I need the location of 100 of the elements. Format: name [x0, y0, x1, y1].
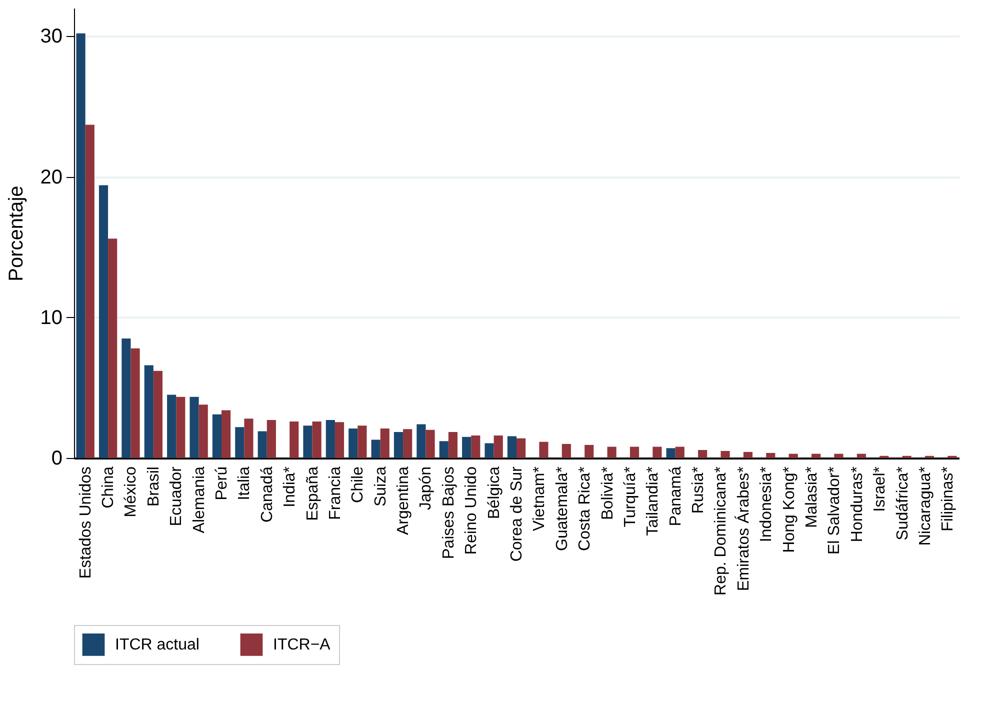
legend-label: ITCR actual [115, 636, 200, 654]
bar [539, 442, 548, 458]
bar [303, 426, 312, 458]
bar [348, 428, 358, 458]
bar [484, 443, 494, 458]
bar [507, 436, 516, 458]
bar [462, 436, 472, 458]
x-tick-label: Indonesia* [758, 466, 776, 542]
bar [167, 394, 176, 458]
bar [426, 430, 435, 458]
x-tick-label: Guatemala* [554, 466, 571, 551]
bar [198, 404, 208, 458]
x-tick-label: Bolivia* [599, 466, 616, 520]
bar [130, 348, 140, 458]
bar [834, 454, 844, 458]
bar [698, 450, 708, 458]
bar [98, 185, 108, 458]
legend-label: ITCR−A [273, 636, 331, 654]
x-tick-label: Francia [326, 466, 344, 520]
x-tick-label: España [304, 466, 322, 521]
bar [766, 452, 776, 458]
x-tick-label: Argentina [395, 466, 412, 535]
bar [743, 452, 752, 458]
bar [448, 432, 458, 458]
y-tick-label: 10 [40, 306, 62, 329]
bar [85, 124, 94, 458]
bar [630, 446, 640, 458]
x-tick-label: Ecuador [168, 466, 186, 526]
x-tick-label: Estados Unidos [77, 466, 94, 579]
x-tick-label: Corea de Sur [508, 466, 526, 562]
bar [122, 338, 131, 458]
y-axis-title: Porcentaje [5, 186, 28, 282]
x-tick-label: Paises Bajos [440, 466, 458, 559]
bar [856, 454, 866, 458]
bar [720, 450, 730, 458]
bar [439, 441, 448, 458]
x-tick-label: India* [282, 466, 299, 508]
x-tick-label: Nicaragua* [916, 466, 934, 546]
bar [312, 421, 322, 458]
x-tick-label: México [122, 466, 140, 518]
x-tick-label: Chile [350, 466, 367, 503]
bar [403, 429, 412, 458]
x-tick-label: Bélgica [486, 466, 503, 519]
bar [380, 428, 390, 458]
x-tick-label: Brasil [145, 466, 162, 507]
x-tick-label: Canadá [258, 466, 276, 523]
y-tick-label: 20 [40, 166, 62, 188]
x-tick-label: Reino Unido [463, 466, 480, 555]
bar [562, 444, 571, 458]
x-tick-label: Hong Kong* [780, 466, 798, 553]
bar [290, 421, 299, 458]
bar [212, 414, 222, 458]
x-tick-label: Rusia* [690, 466, 708, 514]
bar [76, 33, 86, 458]
bar [416, 424, 426, 458]
bar [516, 438, 526, 458]
x-tick-label: Israel* [872, 466, 889, 512]
bar [222, 410, 231, 458]
bar [326, 420, 335, 458]
bar [334, 422, 344, 458]
bar [788, 454, 798, 458]
x-tick-label: El Salvador* [826, 466, 844, 555]
x-tick-label: Sudáfrica* [894, 466, 912, 540]
x-tick-label: Alemania [190, 466, 208, 534]
x-tick-label: Panamá [667, 466, 684, 526]
x-tick-label: Costa Rica* [576, 466, 594, 551]
bar [358, 426, 367, 458]
x-tick-label: Japón [418, 466, 435, 510]
x-tick-label: Suiza [372, 466, 390, 507]
bar [235, 427, 244, 458]
x-tick-label: Perú [214, 466, 230, 500]
bar [190, 396, 199, 458]
x-tick-label: Rep. Dominicana* [712, 466, 730, 596]
bar [153, 370, 162, 458]
bar [666, 448, 676, 458]
bar [494, 436, 503, 458]
x-tick-label: Filipinas* [940, 466, 957, 532]
bar [108, 238, 118, 458]
x-tick-label: Tailandia* [644, 466, 662, 536]
bar [471, 436, 480, 458]
x-tick-label: China [100, 466, 118, 508]
bar [394, 432, 404, 458]
bar [675, 446, 684, 458]
bar [266, 420, 276, 458]
y-tick-label: 0 [51, 448, 62, 470]
bar [584, 444, 594, 458]
x-tick-label: Honduras* [848, 466, 866, 542]
x-tick-label: Turquía* [622, 466, 639, 528]
bar [371, 440, 380, 458]
bar [258, 431, 267, 458]
x-tick-label: Malasia* [804, 466, 820, 528]
bar [176, 396, 186, 458]
bar [607, 446, 616, 458]
y-tick-label: 30 [40, 26, 62, 48]
bar [144, 365, 154, 458]
bar [244, 418, 254, 458]
x-tick-label: Emiratos Árabes* [734, 466, 752, 591]
x-tick-label: Italia [236, 466, 254, 500]
bar [812, 454, 821, 458]
bar [652, 446, 662, 458]
